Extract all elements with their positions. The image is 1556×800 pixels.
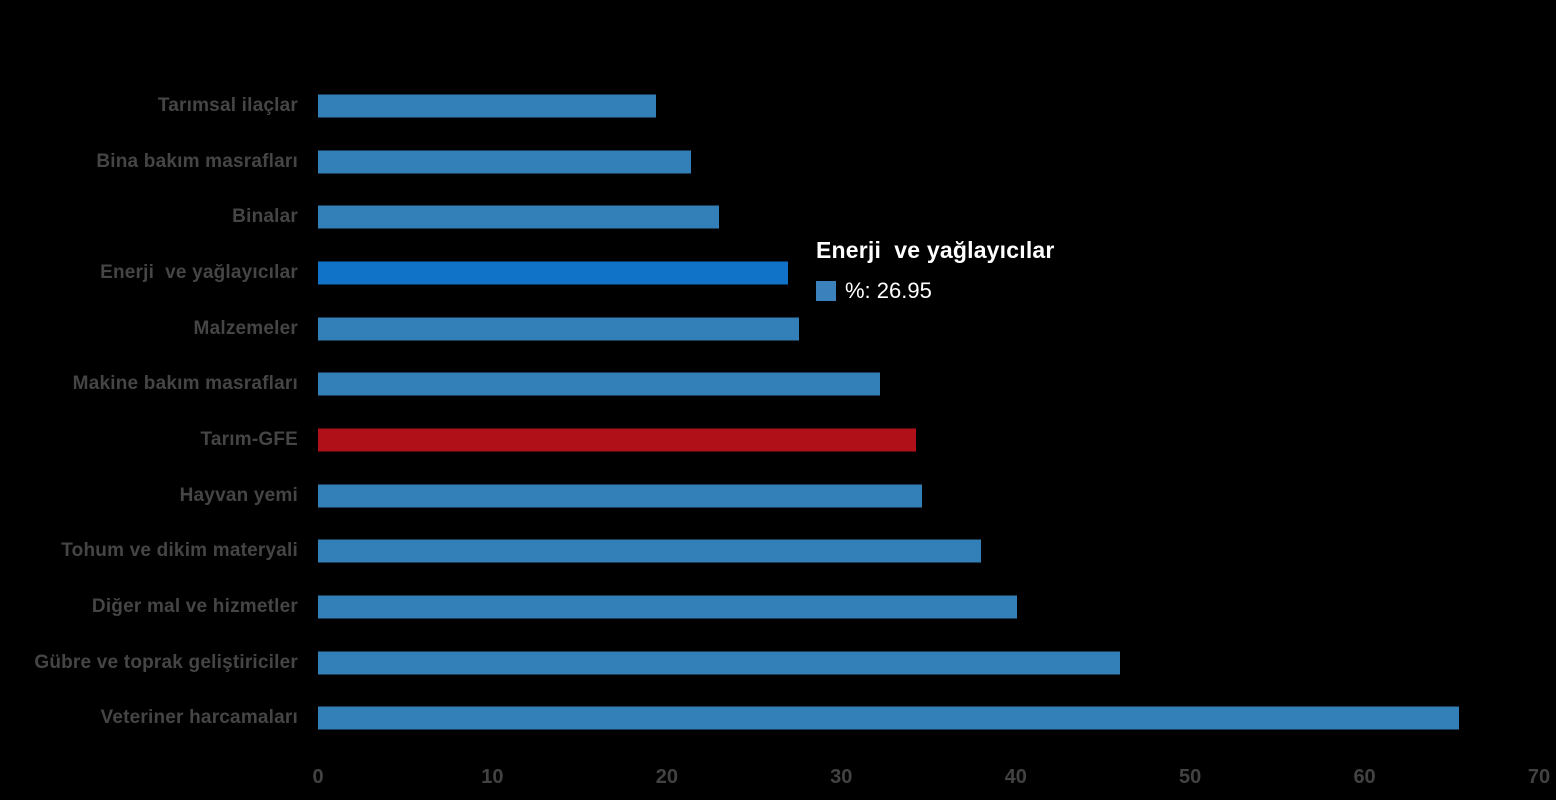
bar-chart: Tarımsal ilaçlar Bina bakım masrafları Bin… [0,78,1556,746]
category-label-tarimsal-ilaclar: Tarımsal ilaçlar [157,94,298,116]
bar-hayvan-yemi[interactable] [318,484,922,508]
bar-track [318,484,1539,508]
bar-tarimsal-ilaclar[interactable] [318,94,657,118]
x-axis-tick-label: 30 [830,766,853,788]
tooltip-title: Enerji ve yağlayıcılar [816,237,1055,263]
x-axis-tick-label: 40 [1004,766,1027,788]
x-axis-tick-label: 10 [481,766,504,788]
chart-row: Gübre ve toprak geliştiriciler [0,635,1556,691]
tooltip-value-row: %: 26.95 [816,278,1055,304]
category-label-veteriner-harcamalari: Veteriner harcamaları [100,707,298,729]
chart-row: Tarımsal ilaçlar [0,78,1556,134]
x-axis-tick-label: 70 [1527,766,1551,788]
bar-malzemeler[interactable] [318,317,800,341]
tooltip: Enerji ve yağlayıcılar %: 26.95 [816,237,1055,304]
bar-track [318,595,1539,619]
tooltip-legend-swatch [816,281,836,301]
chart-row: Bina bakım masrafları [0,134,1556,190]
bar-tohum-ve-dikim-materyali[interactable] [318,539,981,563]
chart-row: Tohum ve dikim materyali [0,524,1556,580]
chart-row: Makine bakım masrafları [0,356,1556,412]
category-label-bina-bakim-masraflari: Bina bakım masrafları [96,150,298,172]
category-label-binalar: Binalar [232,206,298,228]
chart-row: Binalar [0,189,1556,245]
chart-row: Veteriner harcamaları [0,691,1556,747]
bar-gubre-ve-toprak-gelistiriciler[interactable] [318,651,1121,675]
x-axis-tick-label: 0 [312,766,324,788]
bar-enerji-ve-yaglayicilar[interactable] [318,261,789,285]
bar-track [318,372,1539,396]
chart-row: Diğer mal ve hizmetler [0,579,1556,635]
bar-diger-mal-ve-hizmetler[interactable] [318,595,1018,619]
bar-veteriner-harcamalari[interactable] [318,706,1459,730]
category-label-tohum-ve-dikim-materyali: Tohum ve dikim materyali [61,540,298,562]
bar-track [318,205,1539,229]
bar-bina-bakim-masraflari[interactable] [318,150,692,174]
chart-row: Tarım-GFE [0,412,1556,468]
category-label-makine-bakim-masraflari: Makine bakım masrafları [72,373,298,395]
bar-tarim-gfe[interactable] [318,428,917,452]
bar-track [318,706,1539,730]
bar-track [318,428,1539,452]
bar-track [318,261,1539,285]
bar-track [318,539,1539,563]
bar-track [318,317,1539,341]
category-label-enerji-ve-yaglayicilar: Enerji ve yağlayıcılar [100,261,298,283]
bar-makine-bakim-masraflari[interactable] [318,372,880,396]
x-axis-tick-label: 60 [1353,766,1376,788]
category-label-gubre-ve-toprak-gelistiriciler: Gübre ve toprak geliştiriciler [34,651,298,673]
category-label-diger-mal-ve-hizmetler: Diğer mal ve hizmetler [91,596,298,618]
x-axis-tick-label: 20 [655,766,678,788]
category-label-hayvan-yemi: Hayvan yemi [179,484,298,506]
category-label-tarim-gfe: Tarım-GFE [200,428,298,450]
chart-row: Malzemeler [0,301,1556,357]
chart-row: Hayvan yemi [0,468,1556,524]
bar-track [318,94,1539,118]
bar-track [318,651,1539,675]
x-axis-tick-label: 50 [1179,766,1202,788]
chart-row: Enerji ve yağlayıcılar [0,245,1556,301]
category-label-malzemeler: Malzemeler [193,317,298,339]
bar-track [318,150,1539,174]
x-axis: 0 10 20 30 40 50 60 70 [0,766,1556,796]
tooltip-value: %: 26.95 [845,278,932,303]
bar-binalar[interactable] [318,205,720,229]
